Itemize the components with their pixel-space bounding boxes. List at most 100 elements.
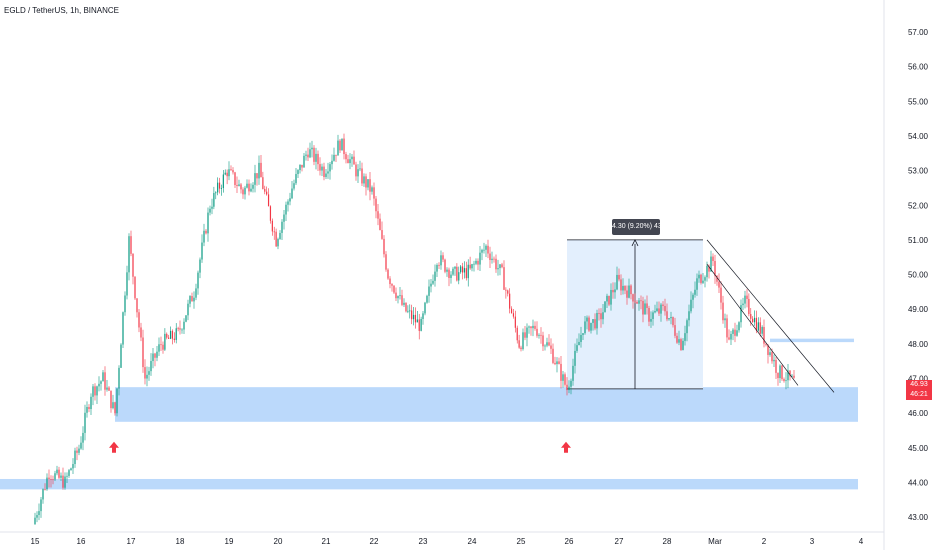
y-tick-label: 46.00 [908, 409, 929, 418]
candle-body [773, 359, 775, 362]
candle-body [606, 295, 608, 302]
candle-body [409, 310, 411, 312]
candle-body [138, 312, 140, 328]
candle-body [215, 192, 217, 194]
candle-body [746, 295, 748, 299]
candle-body [602, 312, 604, 320]
candle-body [266, 191, 268, 195]
candle-body [283, 214, 285, 222]
y-tick-label: 45.00 [908, 444, 929, 453]
candle-body [771, 352, 773, 362]
candle-body [736, 330, 738, 336]
candle-body [339, 140, 341, 151]
candle-body [730, 333, 732, 340]
candle-body [285, 204, 287, 215]
candle-body [134, 276, 136, 299]
candle-body [789, 370, 791, 377]
candle-body [516, 327, 518, 341]
candle-body [750, 314, 752, 319]
candle-body [279, 232, 281, 239]
candle-body [114, 402, 116, 414]
candle-body [309, 149, 311, 158]
candle-body [450, 274, 452, 278]
candle-body [628, 285, 630, 298]
candle-body [757, 322, 759, 331]
candle-body [269, 206, 272, 221]
candle-body [536, 328, 538, 336]
candle-body [218, 182, 221, 189]
candle-body [407, 310, 409, 312]
candle-body [644, 303, 646, 315]
candle-body [787, 370, 789, 381]
candle-body [179, 328, 181, 330]
candle-body [195, 288, 197, 298]
candle-body [58, 469, 60, 478]
measure-arrowhead [631, 239, 639, 247]
x-tick-label: 25 [517, 537, 526, 546]
candle-body [224, 172, 226, 175]
y-tick-label: 56.00 [908, 63, 929, 72]
candle-body [132, 253, 134, 277]
candle-body [68, 470, 70, 476]
y-tick-label: 47.00 [908, 375, 929, 384]
candle-body [728, 337, 730, 340]
candle-body [191, 296, 193, 302]
candle-body [385, 254, 387, 270]
candle-body [479, 252, 481, 265]
candle-body [584, 321, 586, 334]
candle-body [395, 292, 397, 299]
candle-body [112, 402, 114, 409]
candle-body [493, 258, 495, 260]
candle-body [650, 318, 652, 322]
candle-body [343, 138, 345, 155]
candle-body [759, 322, 761, 334]
candle-body [36, 515, 38, 518]
candle-body [203, 230, 205, 243]
candle-body [213, 193, 215, 207]
candle-body [632, 294, 634, 302]
y-tick-label: 43.00 [908, 513, 929, 522]
candle-body [367, 179, 369, 188]
candle-body [293, 183, 295, 189]
x-tick-label: 3 [810, 537, 815, 546]
candle-body [329, 164, 331, 172]
candle-body [495, 258, 497, 270]
candle-body [120, 344, 122, 368]
candle-body [299, 164, 301, 171]
candle-body [128, 236, 130, 273]
candle-body [403, 302, 405, 305]
trendline-2 [706, 263, 799, 386]
signal-arrow-2 [561, 441, 571, 453]
candle-body [560, 363, 562, 381]
measure-label: 4.30 (9.20%) 430 [612, 219, 666, 235]
candle-body [220, 188, 223, 189]
candle-body [664, 305, 666, 312]
candle-body [704, 277, 706, 281]
candle-body [436, 264, 438, 272]
candle-body [401, 295, 403, 305]
candle-body [44, 489, 46, 490]
candle-body [618, 274, 620, 280]
y-tick-label: 57.00 [908, 28, 929, 37]
candle-body [327, 171, 329, 174]
candle-body [246, 183, 248, 188]
candle-body [446, 269, 448, 272]
candle-body [503, 267, 505, 290]
candle-body [82, 432, 84, 443]
candle-body [207, 212, 209, 234]
candle-body [465, 268, 467, 279]
x-tick-label: 20 [274, 537, 283, 546]
candle-body [393, 285, 395, 293]
y-tick-label: 54.00 [908, 132, 929, 141]
candle-body [638, 300, 640, 304]
y-tick-label: 53.00 [908, 167, 929, 176]
candle-body [295, 174, 297, 184]
x-tick-label: 21 [322, 537, 331, 546]
candle-body [371, 187, 373, 192]
candle-body [267, 194, 270, 207]
candle-body [305, 154, 307, 156]
candle-body [34, 517, 36, 525]
candle-body [570, 380, 572, 387]
candle-body [483, 249, 485, 251]
